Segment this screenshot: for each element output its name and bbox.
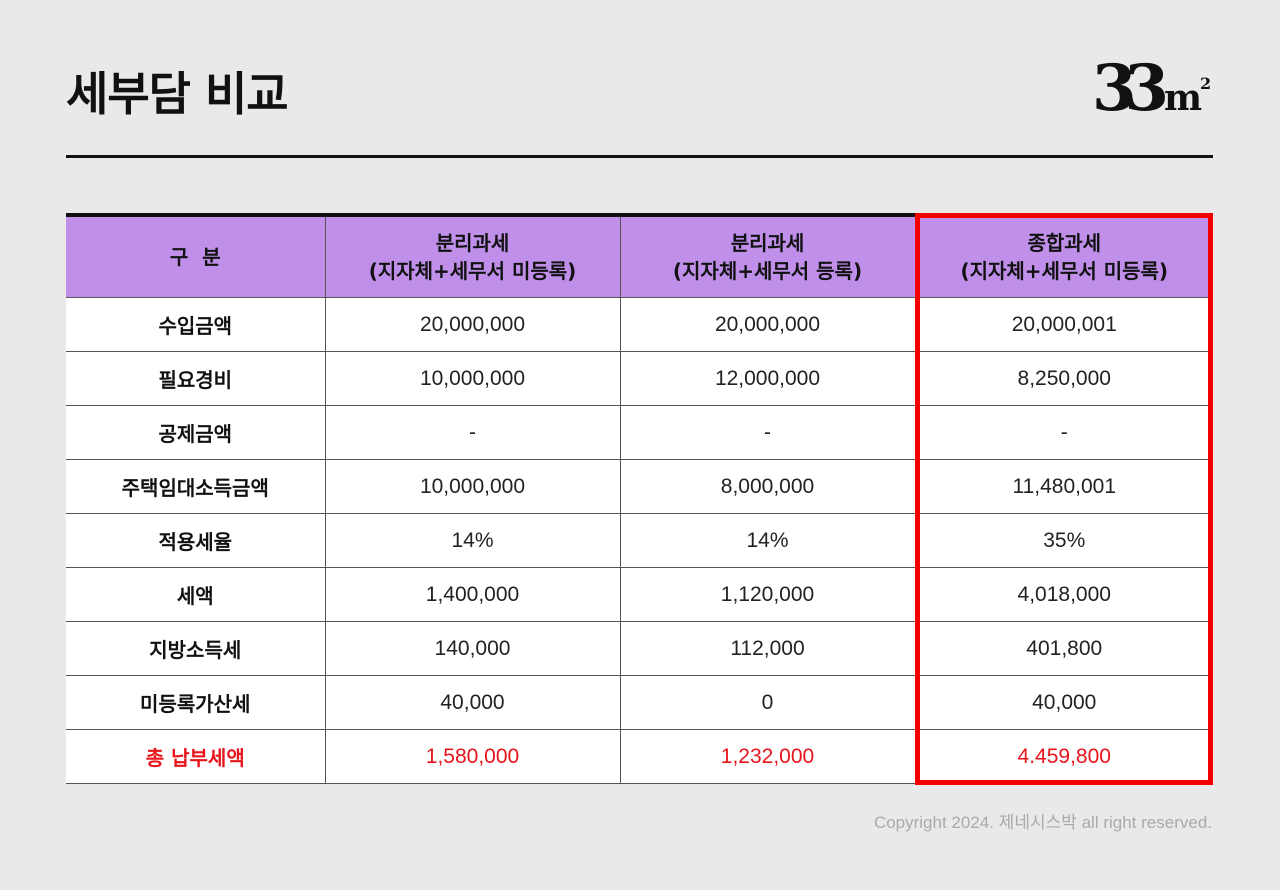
cell-value: 20,000,001 bbox=[915, 297, 1213, 352]
row-label: 미등록가산세 bbox=[66, 675, 326, 730]
header-comprehensive-unregistered: 종합과세 (지자체+세무서 미등록) bbox=[915, 215, 1213, 298]
cell-value: 4,018,000 bbox=[915, 567, 1213, 622]
row-label: 적용세율 bbox=[66, 513, 326, 568]
tax-comparison-table: 구 분 분리과세 (지자체+세무서 미등록) 분리과세 (지자체+세무서 등록)… bbox=[66, 213, 1213, 784]
logo-superscript: 2 bbox=[1200, 74, 1212, 93]
table-row: 지방소득세 140,000 112,000 401,800 bbox=[66, 621, 1213, 676]
cell-value: 112,000 bbox=[620, 621, 916, 676]
cell-value: 40,000 bbox=[325, 675, 621, 730]
cell-value: 8,250,000 bbox=[915, 351, 1213, 406]
table-row: 주택임대소득금액 10,000,000 8,000,000 11,480,001 bbox=[66, 459, 1213, 514]
table-row: 적용세율 14% 14% 35% bbox=[66, 513, 1213, 568]
cell-value: 20,000,000 bbox=[620, 297, 916, 352]
cell-value: 40,000 bbox=[915, 675, 1213, 730]
row-label: 총 납부세액 bbox=[66, 729, 326, 784]
copyright-text: Copyright 2024. 제네시스박 all right reserved… bbox=[873, 813, 1212, 832]
header-line2: (지자체+세무서 등록) bbox=[672, 259, 863, 283]
cell-value: 140,000 bbox=[325, 621, 621, 676]
cell-value: 8,000,000 bbox=[620, 459, 916, 514]
page-title: 세부담 비교 bbox=[66, 67, 289, 121]
header-separate-registered: 분리과세 (지자체+세무서 등록) bbox=[620, 215, 916, 298]
logo-number: 33 bbox=[1092, 51, 1169, 126]
table-row: 수입금액 20,000,000 20,000,000 20,000,001 bbox=[66, 297, 1213, 352]
header-line2: (지자체+세무서 미등록) bbox=[368, 259, 577, 283]
cell-value: 401,800 bbox=[915, 621, 1213, 676]
cell-value: 11,480,001 bbox=[915, 459, 1213, 514]
cell-value: 0 bbox=[620, 675, 916, 730]
row-label: 공제금액 bbox=[66, 405, 326, 460]
table-row: 공제금액 - - - bbox=[66, 405, 1213, 460]
cell-value: 12,000,000 bbox=[620, 351, 916, 406]
header-line1: 종합과세 bbox=[1027, 231, 1102, 255]
cell-value: 1,232,000 bbox=[620, 729, 916, 784]
brand-logo: 33 m 2 bbox=[1092, 54, 1214, 124]
row-label: 수입금액 bbox=[66, 297, 326, 352]
row-label: 주택임대소득금액 bbox=[66, 459, 326, 514]
header-separate-unregistered: 분리과세 (지자체+세무서 미등록) bbox=[325, 215, 621, 298]
cell-value: 10,000,000 bbox=[325, 351, 621, 406]
cell-value: 20,000,000 bbox=[325, 297, 621, 352]
cell-value: 35% bbox=[915, 513, 1213, 568]
header-category: 구 분 bbox=[66, 215, 326, 298]
table-row: 필요경비 10,000,000 12,000,000 8,250,000 bbox=[66, 351, 1213, 406]
cell-value: 14% bbox=[620, 513, 916, 568]
logo-unit: m bbox=[1164, 77, 1203, 119]
table-header-row: 구 분 분리과세 (지자체+세무서 미등록) 분리과세 (지자체+세무서 등록)… bbox=[66, 215, 1213, 298]
table-row: 세액 1,400,000 1,120,000 4,018,000 bbox=[66, 567, 1213, 622]
row-label: 지방소득세 bbox=[66, 621, 326, 676]
table-row: 총 납부세액 1,580,000 1,232,000 4.459,800 bbox=[66, 729, 1213, 784]
cell-value: 1,400,000 bbox=[325, 567, 621, 622]
table-row: 미등록가산세 40,000 0 40,000 bbox=[66, 675, 1213, 730]
cell-value: - bbox=[325, 405, 621, 460]
header-line1: 구 분 bbox=[169, 245, 221, 269]
title-divider bbox=[66, 155, 1213, 158]
header-line1: 분리과세 bbox=[730, 231, 805, 255]
header-line1: 분리과세 bbox=[435, 231, 510, 255]
row-label: 세액 bbox=[66, 567, 326, 622]
cell-value: 1,120,000 bbox=[620, 567, 916, 622]
cell-value: 14% bbox=[325, 513, 621, 568]
cell-value: - bbox=[915, 405, 1213, 460]
cell-value: - bbox=[620, 405, 916, 460]
cell-value: 4.459,800 bbox=[915, 729, 1213, 784]
row-label: 필요경비 bbox=[66, 351, 326, 406]
header-line2: (지자체+세무서 미등록) bbox=[960, 259, 1169, 283]
cell-value: 10,000,000 bbox=[325, 459, 621, 514]
cell-value: 1,580,000 bbox=[325, 729, 621, 784]
